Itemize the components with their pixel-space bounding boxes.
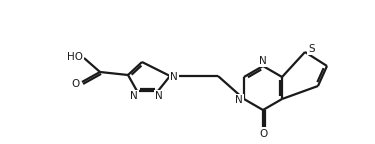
Text: S: S	[309, 44, 315, 54]
Text: HO: HO	[67, 52, 83, 62]
Text: N: N	[155, 91, 163, 101]
Text: N: N	[170, 72, 178, 82]
Text: O: O	[259, 129, 267, 139]
Text: N: N	[130, 91, 138, 101]
Text: N: N	[259, 56, 267, 66]
Text: N: N	[235, 95, 243, 105]
Text: O: O	[71, 79, 79, 89]
